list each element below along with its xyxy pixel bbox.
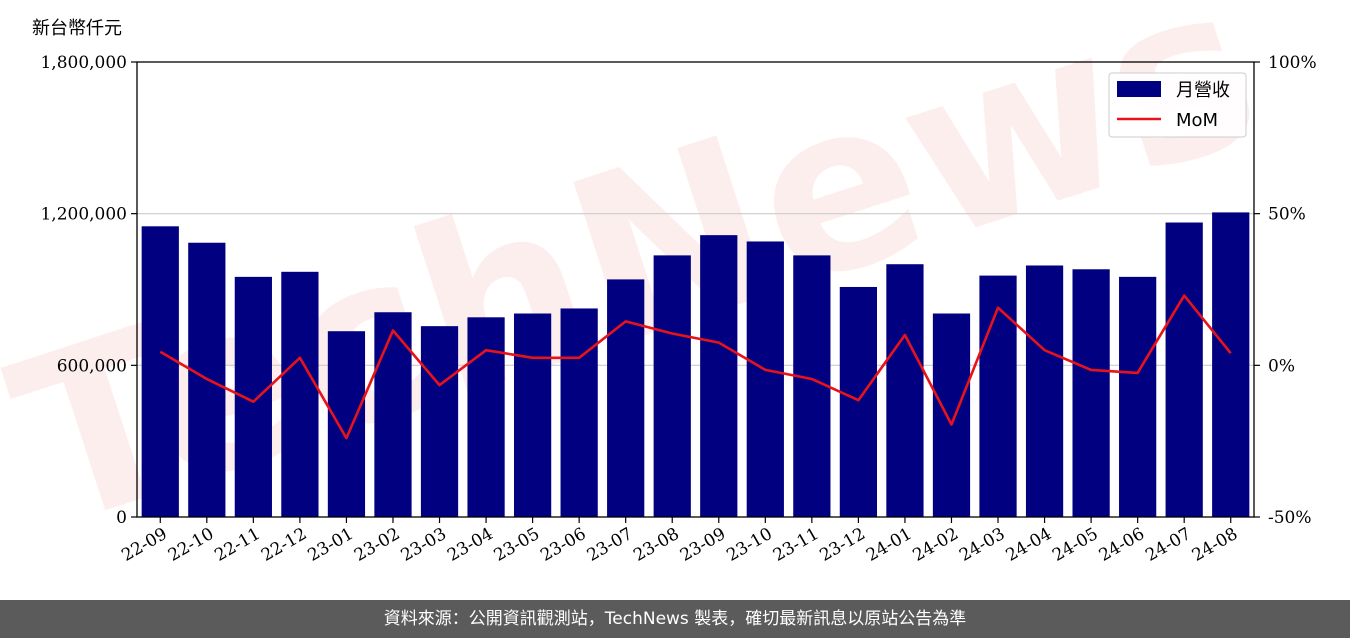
x-tick-label-23-07: 23-07 bbox=[584, 524, 636, 566]
bar-23-05 bbox=[513, 313, 552, 517]
mom-line-series bbox=[159, 294, 1232, 440]
x-tick-label-24-02: 24-02 bbox=[910, 524, 962, 566]
x-tick-label-24-03: 24-03 bbox=[956, 524, 1008, 566]
right-tick-label: 0% bbox=[1268, 356, 1295, 376]
x-tick-label-23-10: 23-10 bbox=[723, 524, 775, 566]
x-tick-label-23-09: 23-09 bbox=[677, 524, 729, 566]
bar-23-07 bbox=[607, 279, 645, 517]
bar-23-04 bbox=[467, 317, 505, 517]
x-tick-label-23-02: 23-02 bbox=[351, 524, 403, 566]
revenue-chart: TechNews 0600,0001,200,0001,800,000-50%0… bbox=[0, 0, 1317, 580]
legend-swatch-revenue bbox=[1117, 81, 1161, 97]
left-tick-label: 600,000 bbox=[57, 356, 127, 376]
bar-24-07 bbox=[1165, 222, 1203, 517]
plot-frame bbox=[136, 61, 1255, 518]
x-tick-label-23-06: 23-06 bbox=[537, 524, 589, 566]
bar-24-01 bbox=[886, 264, 924, 517]
bar-24-05 bbox=[1072, 269, 1110, 517]
right-tick-label: -50% bbox=[1268, 508, 1312, 528]
bar-24-08 bbox=[1212, 212, 1250, 517]
left-tick-label: 1,800,000 bbox=[40, 53, 127, 73]
x-tick-label-24-08: 24-08 bbox=[1189, 524, 1241, 566]
legend: 月營收 MoM bbox=[1108, 72, 1247, 138]
left-tick-label: 0 bbox=[116, 508, 127, 528]
y-axis-unit-label: 新台幣仟元 bbox=[32, 18, 122, 39]
bar-23-08 bbox=[653, 255, 691, 517]
bar-22-12 bbox=[281, 271, 319, 517]
x-tick-label-23-01: 23-01 bbox=[304, 524, 356, 566]
source-footer: 資料來源：公開資訊觀測站，TechNews 製表，確切最新訊息以原站公告為準 bbox=[0, 600, 1350, 638]
bar-24-03 bbox=[979, 275, 1017, 517]
grid-lines bbox=[137, 213, 1254, 366]
right-tick-label: 100% bbox=[1268, 53, 1317, 73]
x-tick-label-23-12: 23-12 bbox=[816, 524, 868, 566]
bar-23-09 bbox=[700, 235, 738, 517]
bar-23-12 bbox=[839, 286, 878, 517]
bar-23-06 bbox=[560, 308, 598, 517]
x-tick-label-24-04: 24-04 bbox=[1003, 524, 1055, 566]
x-tick-label-23-11: 23-11 bbox=[770, 524, 822, 566]
bar-24-02 bbox=[932, 313, 971, 517]
bar-22-09 bbox=[141, 226, 179, 518]
x-tick-label-24-06: 24-06 bbox=[1096, 524, 1148, 566]
bar-23-01 bbox=[327, 331, 366, 517]
x-tick-label-23-08: 23-08 bbox=[630, 524, 682, 566]
bar-22-11 bbox=[234, 276, 272, 517]
bar-24-04 bbox=[1025, 265, 1064, 517]
right-tick-label: 50% bbox=[1268, 205, 1306, 225]
legend-label-mom: MoM bbox=[1176, 110, 1218, 131]
left-tick-label: 1,200,000 bbox=[40, 205, 127, 225]
bar-23-10 bbox=[746, 241, 784, 517]
x-tick-label-24-01: 24-01 bbox=[863, 524, 915, 566]
x-tick-label-23-04: 23-04 bbox=[444, 524, 496, 566]
x-tick-label-24-07: 24-07 bbox=[1142, 524, 1194, 566]
x-tick-label-23-05: 23-05 bbox=[491, 524, 543, 566]
x-tick-label-23-03: 23-03 bbox=[398, 524, 450, 566]
bar-24-06 bbox=[1119, 276, 1157, 517]
bar-23-11 bbox=[793, 255, 831, 517]
bar-23-03 bbox=[420, 326, 459, 517]
legend-label-revenue: 月營收 bbox=[1176, 80, 1230, 101]
mom-line bbox=[159, 294, 1232, 440]
bar-23-02 bbox=[374, 312, 412, 517]
x-tick-label-24-05: 24-05 bbox=[1049, 524, 1101, 566]
x-tick-label-22-12: 22-12 bbox=[258, 524, 310, 566]
